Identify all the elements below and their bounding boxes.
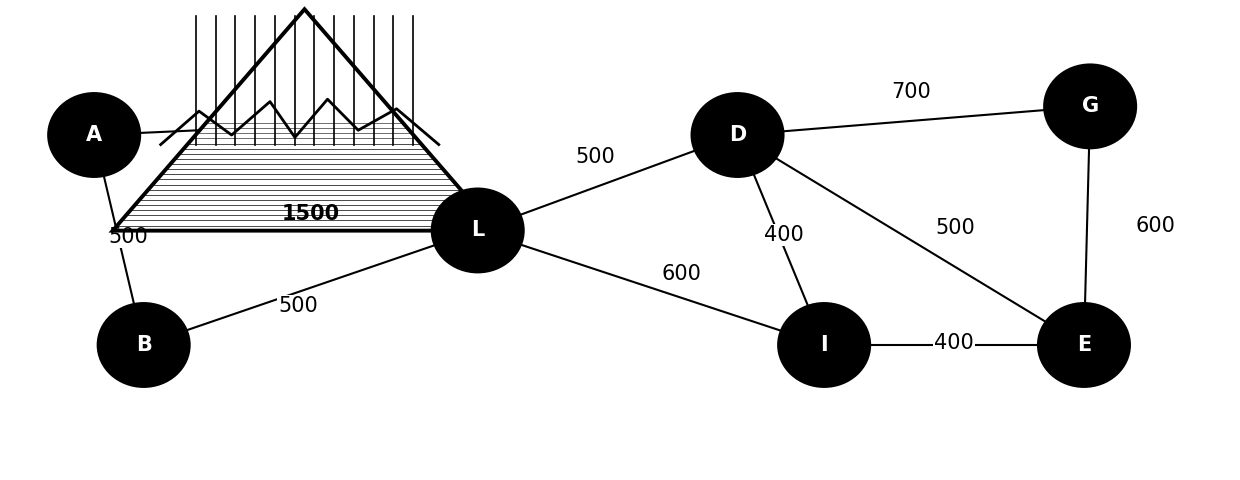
Text: 700: 700 — [892, 82, 931, 102]
Text: D: D — [729, 125, 746, 145]
Ellipse shape — [691, 92, 785, 178]
Ellipse shape — [47, 92, 141, 178]
Ellipse shape — [1037, 302, 1131, 388]
Text: 400: 400 — [764, 225, 804, 244]
Text: L: L — [471, 220, 485, 240]
Text: I: I — [821, 335, 828, 355]
Ellipse shape — [97, 302, 191, 388]
Ellipse shape — [430, 188, 525, 274]
Text: E: E — [1076, 335, 1091, 355]
Text: G: G — [1081, 96, 1099, 116]
Ellipse shape — [1043, 63, 1137, 149]
Text: B: B — [135, 335, 151, 355]
Text: 600: 600 — [1135, 216, 1176, 236]
Text: A: A — [86, 125, 102, 145]
Text: 1500: 1500 — [281, 204, 340, 224]
Ellipse shape — [777, 302, 872, 388]
Text: 500: 500 — [935, 218, 975, 238]
Text: 500: 500 — [278, 296, 317, 316]
Text: 500: 500 — [575, 147, 615, 168]
Text: 400: 400 — [934, 333, 973, 353]
Text: 600: 600 — [661, 264, 701, 284]
Text: 500: 500 — [108, 227, 148, 247]
Polygon shape — [113, 9, 496, 231]
